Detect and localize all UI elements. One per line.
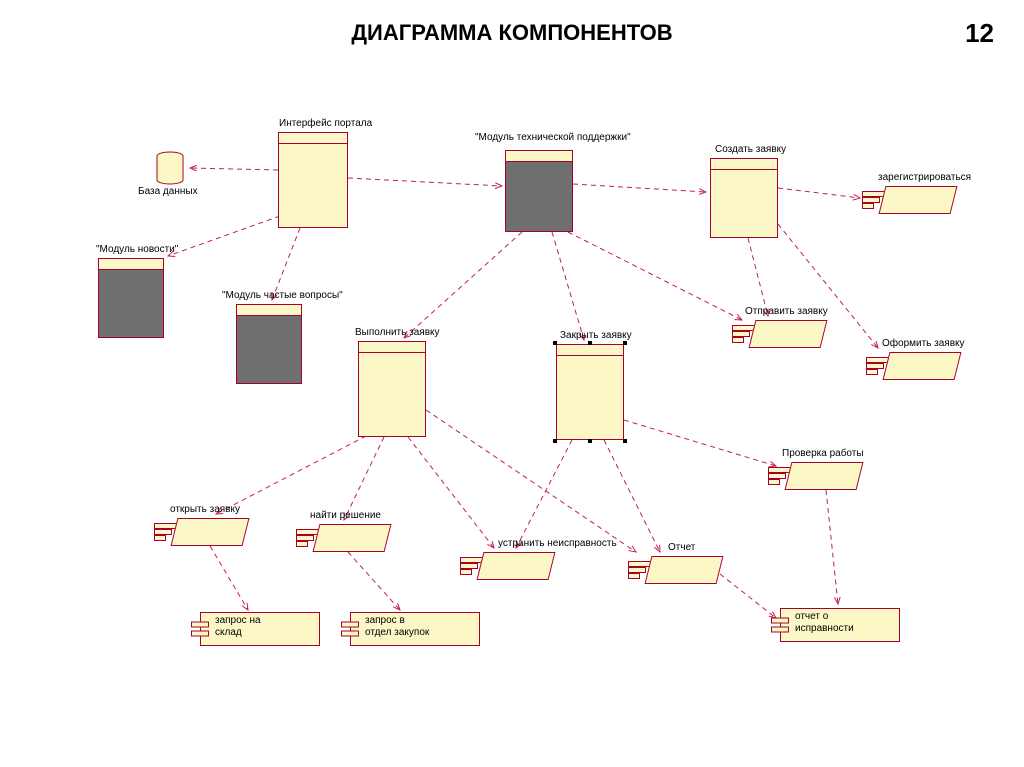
edge-support-close (552, 232, 584, 340)
activity-label-solve: найти решение (310, 510, 381, 521)
edge-portal-news (168, 216, 280, 256)
edge-check_act-okrep_box (826, 490, 838, 604)
comp-box-okrep: отчет о исправности (780, 608, 900, 642)
activity-label-send: Отправить заявку (745, 306, 828, 317)
activity-report (628, 556, 720, 584)
comp-box-stock: запрос на склад (200, 612, 320, 646)
activity-solve (296, 524, 388, 552)
edge-open_act-stock_box (210, 546, 248, 610)
component-support (505, 150, 573, 232)
selection-handle (553, 439, 557, 443)
edge-report_act-okrep_box (720, 574, 776, 618)
selection-handle (553, 341, 557, 345)
edge-solve_act-purch_box (348, 552, 400, 610)
selection-handle (588, 341, 592, 345)
activity-label-register: зарегистрироваться (878, 172, 971, 183)
edge-close-report_act (604, 440, 660, 552)
activity-label-fix: устранить неисправность (498, 538, 617, 549)
edge-support-send_act (568, 232, 742, 320)
component-news (98, 258, 164, 338)
activity-label-open: открыть заявку (170, 504, 240, 515)
edge-execute-fix_act (408, 437, 494, 548)
component-close (556, 344, 624, 440)
edge-portal-database_cyl (190, 168, 278, 170)
database-label: База данных (138, 186, 198, 197)
activity-register (862, 186, 954, 214)
component-create (710, 158, 778, 238)
activity-send (732, 320, 824, 348)
edge-portal-support (348, 178, 502, 186)
component-label-faq: "Модуль частые вопросы" (222, 290, 343, 301)
component-label-close: Закрыть заявку (560, 330, 632, 341)
component-label-support: "Модуль технической поддержки" (475, 132, 631, 143)
activity-open (154, 518, 246, 546)
activity-label-check: Проверка работы (782, 448, 864, 459)
edge-support-execute (404, 232, 522, 338)
component-faq (236, 304, 302, 384)
edge-create-send_act (748, 238, 768, 316)
edge-support-create (573, 184, 706, 192)
database-icon (156, 152, 184, 180)
component-label-news: "Модуль новости" (96, 244, 178, 255)
edge-execute-open_act (216, 436, 366, 514)
edge-create-register_act (778, 188, 860, 198)
activity-fix (460, 552, 552, 580)
arrows-layer (0, 0, 1024, 767)
comp-box-purch: запрос в отдел закупок (350, 612, 480, 646)
diagram-canvas: База данных Интерфейс портала "Модуль техн… (0, 0, 1024, 767)
activity-format (866, 352, 958, 380)
component-label-portal: Интерфейс портала (279, 118, 372, 129)
selection-handle (623, 341, 627, 345)
edge-close-fix_act (516, 440, 572, 548)
component-label-execute: Выполнить заявку (355, 327, 440, 338)
component-execute (358, 341, 426, 437)
selection-handle (588, 439, 592, 443)
component-portal (278, 132, 348, 228)
activity-label-format: Оформить заявку (882, 338, 965, 349)
activity-label-report: Отчет (668, 542, 695, 553)
component-label-create: Создать заявку (715, 144, 786, 155)
activity-check (768, 462, 860, 490)
edge-close-check_act (624, 420, 776, 466)
selection-handle (623, 439, 627, 443)
edge-execute-solve_act (344, 437, 384, 520)
